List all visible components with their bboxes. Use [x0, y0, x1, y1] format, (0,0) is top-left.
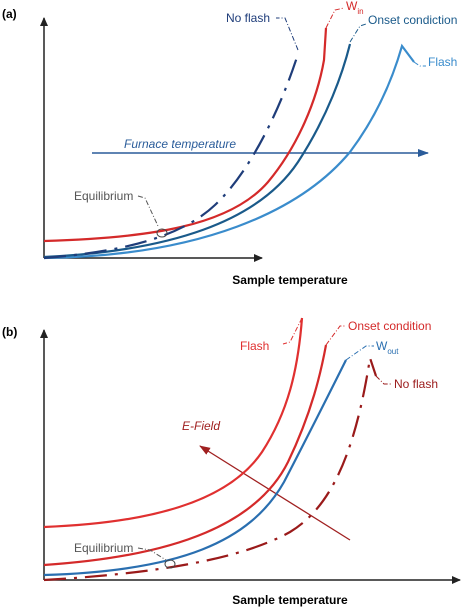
- label: Win: [346, 0, 364, 16]
- leader: [413, 61, 426, 67]
- flash-curve: [43, 43, 415, 260]
- label-main: W: [346, 0, 358, 13]
- equilibrium-point: [156, 228, 168, 238]
- leader: [325, 7, 345, 29]
- label: Onset condiction: [368, 13, 457, 27]
- onset-curve: [43, 344, 328, 567]
- label-sub: in: [357, 7, 363, 16]
- e-field-arrow: [199, 445, 351, 541]
- leader: [345, 345, 374, 361]
- label: Wout: [376, 339, 399, 356]
- leader: [325, 325, 346, 346]
- label: Flash: [428, 55, 457, 69]
- leader: [276, 17, 299, 51]
- panel-a: (a) Sample temperature Furnace temperatu…: [2, 0, 457, 287]
- e-field-label: E-Field: [182, 419, 220, 433]
- no-flash-curve: [43, 357, 378, 582]
- flash-curve: [43, 317, 304, 529]
- panel-tag: (a): [2, 7, 17, 21]
- no-flash-curve: [43, 53, 300, 260]
- panel-tag: (b): [2, 325, 17, 339]
- x-axis-label: Sample temperature: [232, 273, 348, 287]
- label: No flash: [394, 377, 438, 391]
- w-in-curve: [43, 27, 328, 243]
- leader: [137, 195, 159, 227]
- label: No flash: [226, 11, 270, 25]
- label-sub: out: [387, 347, 399, 356]
- equilibrium-point: [164, 559, 176, 569]
- leader: [349, 23, 367, 43]
- w-out-curve: [43, 359, 347, 577]
- label: Equilibrium: [74, 189, 133, 203]
- label-main: W: [376, 339, 388, 353]
- onset-curve: [43, 43, 352, 259]
- furnace-label: Furnace temperature: [124, 137, 236, 151]
- panel-b: (b) Sample temperature E-Field Flash Ons…: [2, 317, 461, 607]
- leader: [137, 547, 167, 561]
- label: Flash: [240, 339, 269, 353]
- leader: [282, 317, 303, 345]
- x-axis-label: Sample temperature: [232, 593, 348, 607]
- leader: [375, 375, 392, 385]
- label: Equilibrium: [74, 541, 133, 555]
- label: Onset condition: [348, 319, 431, 333]
